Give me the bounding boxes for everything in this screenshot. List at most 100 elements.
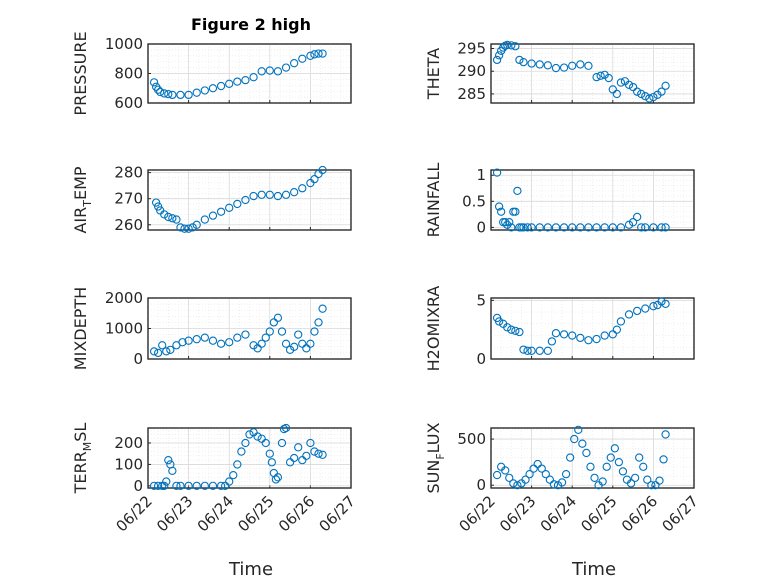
data-point [188,223,197,232]
data-point [527,223,536,232]
y-axis-label: MIXDEPTH [71,287,90,370]
data-point [523,223,532,232]
data-point [192,481,201,491]
data-point [501,466,510,475]
data-point [505,473,514,482]
data-point [511,326,520,335]
data-point [290,453,299,463]
data-point [641,223,650,232]
data-point [277,327,287,336]
data-point [298,184,307,193]
axes-frame [490,297,695,360]
data-point [600,331,609,340]
data-point [318,49,327,58]
y-axis-label: PRESSURE [71,31,90,115]
y-tick-label: 285 [457,85,486,103]
data-point [527,59,536,68]
y-tick-label: 0 [133,350,143,368]
data-point [626,479,636,488]
data-point [290,188,299,197]
data-point [649,302,658,311]
data-point [164,90,173,99]
data-point [557,478,567,487]
data-point [318,304,327,313]
y-axis-label: SUNFLUX [424,422,447,493]
data-point [153,481,163,491]
data-point [537,464,546,473]
data-point [172,215,181,224]
data-point [616,223,626,232]
y-tick-label: 270 [114,190,143,208]
data-point [306,51,315,60]
data-point [543,61,552,70]
data-point [225,79,234,88]
data-point [568,331,577,340]
data-point [559,63,569,72]
data-point [265,449,274,458]
data-point [162,477,171,486]
data-point [657,223,666,232]
data-point [153,202,163,211]
y-tick-label: 260 [114,216,143,234]
axes-frame [490,169,695,231]
subplot-mixdepth: 0 1000 2000 MIXDEPTH [71,287,352,370]
data-point [499,43,508,52]
data-point [582,448,591,458]
data-point [176,223,185,232]
data-point [570,434,579,444]
data-point [612,325,622,334]
data-point [616,317,626,326]
subplot-air-temp: 260 270 280 AIRTEMP [71,164,352,234]
data-point [184,224,193,233]
data-point [659,455,668,464]
data-point [596,71,605,80]
data-point [641,304,650,313]
data-point [600,223,609,232]
data-point [265,66,274,75]
data-point [241,330,250,339]
data-point [568,223,577,232]
data-point [657,297,666,306]
data-point [618,467,628,476]
data-point [306,339,315,348]
y-tick-label: 0 [133,477,143,495]
figure-title: Figure 2 high [191,15,311,34]
data-point [547,337,557,346]
data-point [559,330,569,339]
data-point [494,51,504,60]
y-tick-label: 1000 [105,35,143,53]
data-point [241,438,250,448]
data-point [661,223,670,232]
data-point [649,223,658,232]
data-point [168,90,177,100]
data-point [298,54,307,63]
data-point [318,450,327,459]
y-axis-label: AIRTEMP [71,166,94,233]
data-point [647,481,656,490]
data-point [298,339,307,348]
data-point [576,333,585,343]
data-point [655,476,664,485]
data-point [265,327,274,336]
data-point [265,190,274,199]
data-point [310,174,319,184]
data-point [245,430,254,439]
data-point [269,318,279,327]
axes-frame [147,169,352,231]
data-point [525,470,534,479]
data-point [164,212,173,222]
data-point [277,438,287,448]
data-point [574,425,583,434]
data-point [257,67,266,76]
data-point [253,432,262,441]
subplot-theta: 285 290 295 THETA [424,40,695,104]
data-point [633,87,642,96]
data-point [281,339,291,348]
data-point [529,464,538,473]
data-point [233,199,242,209]
data-point [637,223,646,232]
data-point [633,212,642,222]
data-point [200,86,209,95]
y-tick-label: 100 [114,455,143,473]
data-point [192,88,201,97]
